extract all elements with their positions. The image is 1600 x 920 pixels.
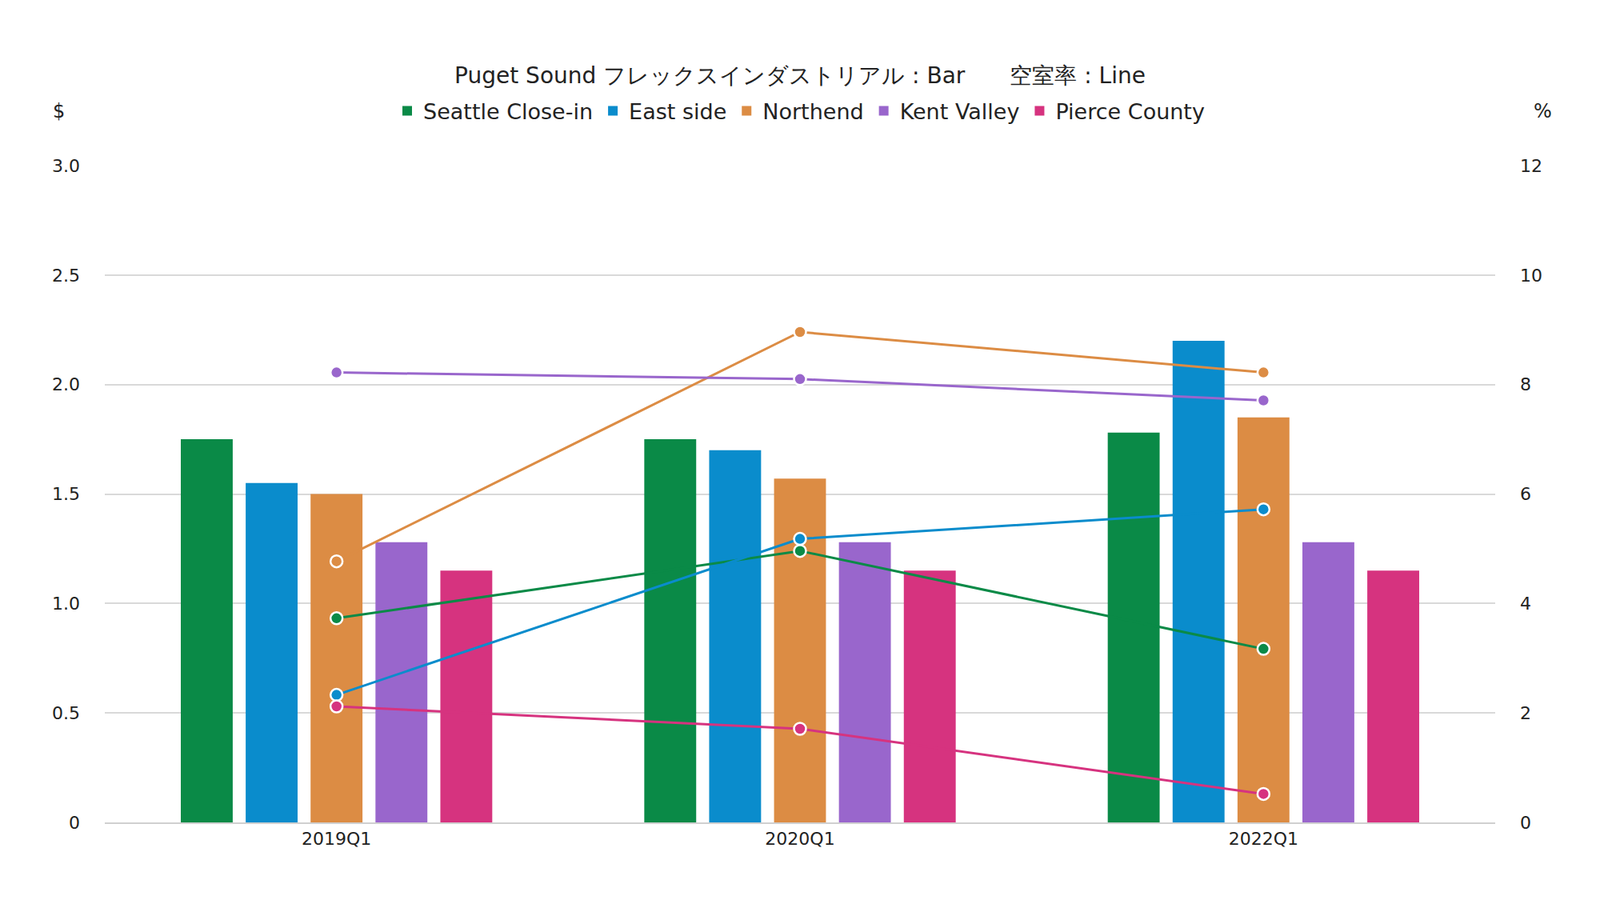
svg-text:$: $ [52,100,65,123]
svg-text:2: 2 [1520,703,1532,724]
svg-text:Puget Sound フレックスインダストリアル : Ba: Puget Sound フレックスインダストリアル : Bar 空室率 : Li… [454,62,1146,89]
svg-text:1.5: 1.5 [52,484,80,504]
svg-text:2.0: 2.0 [52,374,80,395]
svg-text:12: 12 [1520,156,1543,176]
svg-text:0: 0 [1520,812,1532,833]
svg-text:Pierce County: Pierce County [1055,99,1205,124]
svg-text:1.0: 1.0 [52,593,80,614]
svg-text:Northend: Northend [762,99,864,124]
svg-text:0: 0 [68,812,80,833]
svg-text:2.5: 2.5 [52,265,80,286]
svg-text:2019Q1: 2019Q1 [301,828,372,849]
svg-text:4: 4 [1520,593,1532,614]
svg-text:%: % [1533,100,1552,123]
svg-text:0.5: 0.5 [52,703,80,724]
svg-text:10: 10 [1520,265,1543,286]
svg-text:Seattle Close-in: Seattle Close-in [423,99,593,124]
svg-text:East side: East side [628,99,727,124]
svg-text:8: 8 [1520,374,1532,395]
svg-text:2022Q1: 2022Q1 [1228,828,1299,849]
svg-text:2020Q1: 2020Q1 [764,828,835,849]
svg-text:Kent Valley: Kent Valley [900,99,1020,124]
svg-text:3.0: 3.0 [52,156,80,176]
svg-text:6: 6 [1520,484,1532,504]
